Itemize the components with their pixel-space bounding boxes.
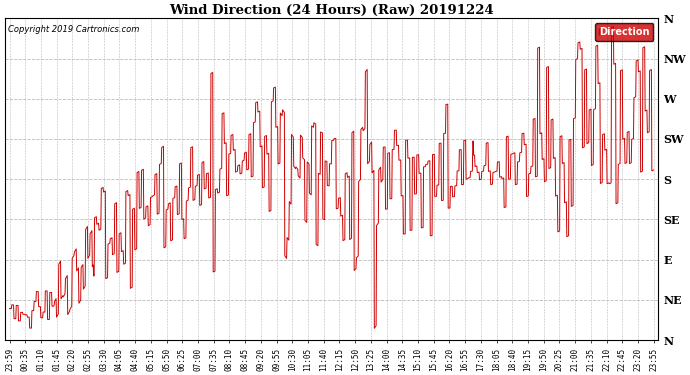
Text: Copyright 2019 Cartronics.com: Copyright 2019 Cartronics.com: [8, 25, 139, 34]
Title: Wind Direction (24 Hours) (Raw) 20191224: Wind Direction (24 Hours) (Raw) 20191224: [169, 4, 494, 17]
Legend: Direction: Direction: [595, 23, 653, 41]
